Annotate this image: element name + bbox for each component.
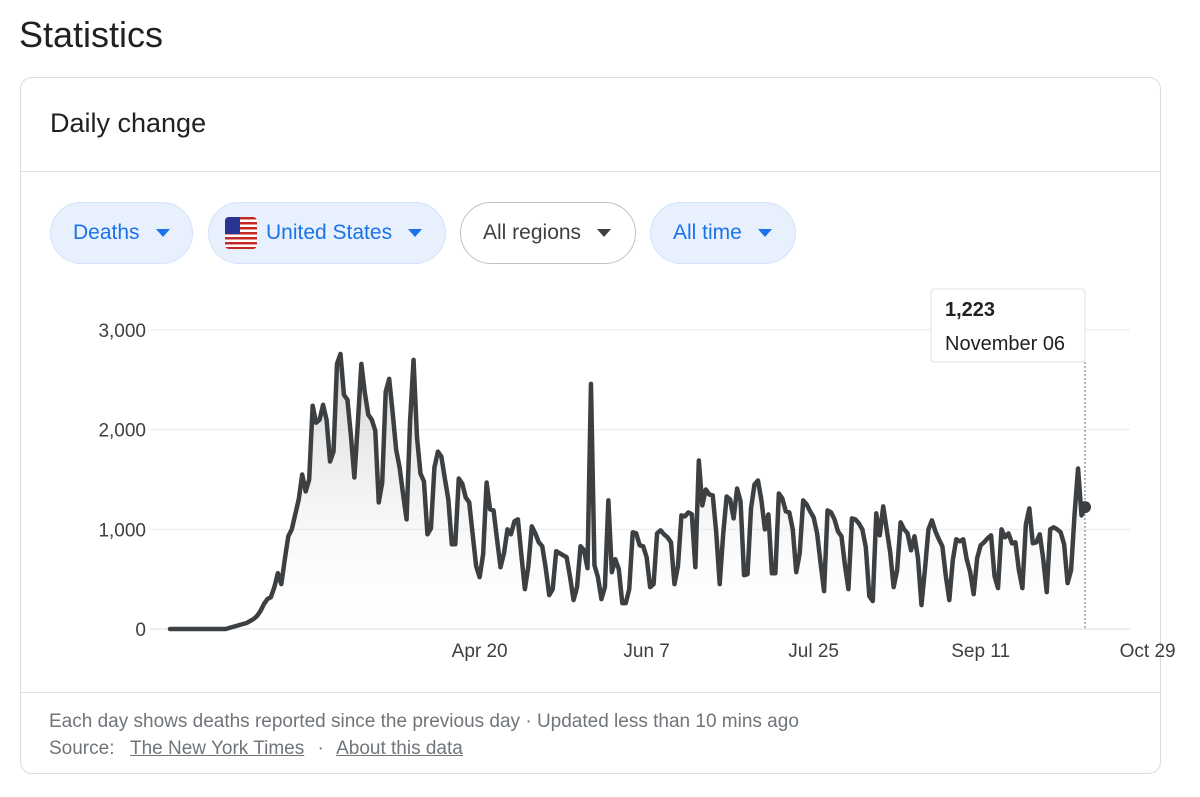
- card-divider: [21, 171, 1160, 172]
- region-dropdown-label: All regions: [483, 221, 582, 244]
- y-tick-label: 3,000: [98, 321, 146, 342]
- y-tick-label: 2,000: [98, 421, 146, 442]
- hover-point: [1079, 501, 1091, 514]
- x-tick-label: Oct 29: [1120, 641, 1176, 662]
- chevron-down-icon: [757, 229, 772, 237]
- x-tick-label: Jul 25: [788, 641, 839, 662]
- x-tick-label: Jun 7: [623, 641, 669, 662]
- country-dropdown[interactable]: United States: [208, 202, 446, 264]
- card-title: Daily change: [50, 108, 207, 138]
- page-title: Statistics: [19, 14, 164, 55]
- y-tick-label: 0: [135, 620, 146, 641]
- footer-divider: [21, 692, 1160, 693]
- footer-description: Each day shows deaths reported since the…: [49, 711, 799, 732]
- tooltip-box: [930, 288, 1086, 363]
- x-tick-label: Sep 11: [951, 641, 1010, 662]
- chevron-down-icon: [155, 229, 170, 237]
- series-line: [167, 351, 1088, 632]
- chart-footer: Each day shows deaths reported since the…: [49, 708, 799, 762]
- period-dropdown-label: All time: [673, 221, 742, 244]
- tooltip-value: 1,223: [945, 299, 995, 321]
- about-data-link[interactable]: About this data: [336, 738, 463, 759]
- x-tick-label: Apr 20: [452, 641, 508, 662]
- y-tick-label: 1,000: [98, 520, 146, 541]
- country-dropdown-label: United States: [266, 221, 393, 244]
- metric-dropdown-label: Deaths: [73, 221, 140, 244]
- period-dropdown[interactable]: All time: [650, 202, 796, 264]
- chevron-down-icon: [597, 229, 612, 237]
- region-dropdown[interactable]: All regions: [460, 202, 636, 264]
- metric-dropdown[interactable]: Deaths: [50, 202, 193, 264]
- tooltip-date: November 06: [945, 333, 1065, 355]
- source-link[interactable]: The New York Times: [129, 738, 305, 759]
- source-label: Source:: [49, 738, 115, 759]
- us-flag-icon: [225, 217, 257, 249]
- footer-separator: ·: [317, 738, 324, 759]
- series-area: [170, 353, 1085, 629]
- chevron-down-icon: [408, 229, 423, 237]
